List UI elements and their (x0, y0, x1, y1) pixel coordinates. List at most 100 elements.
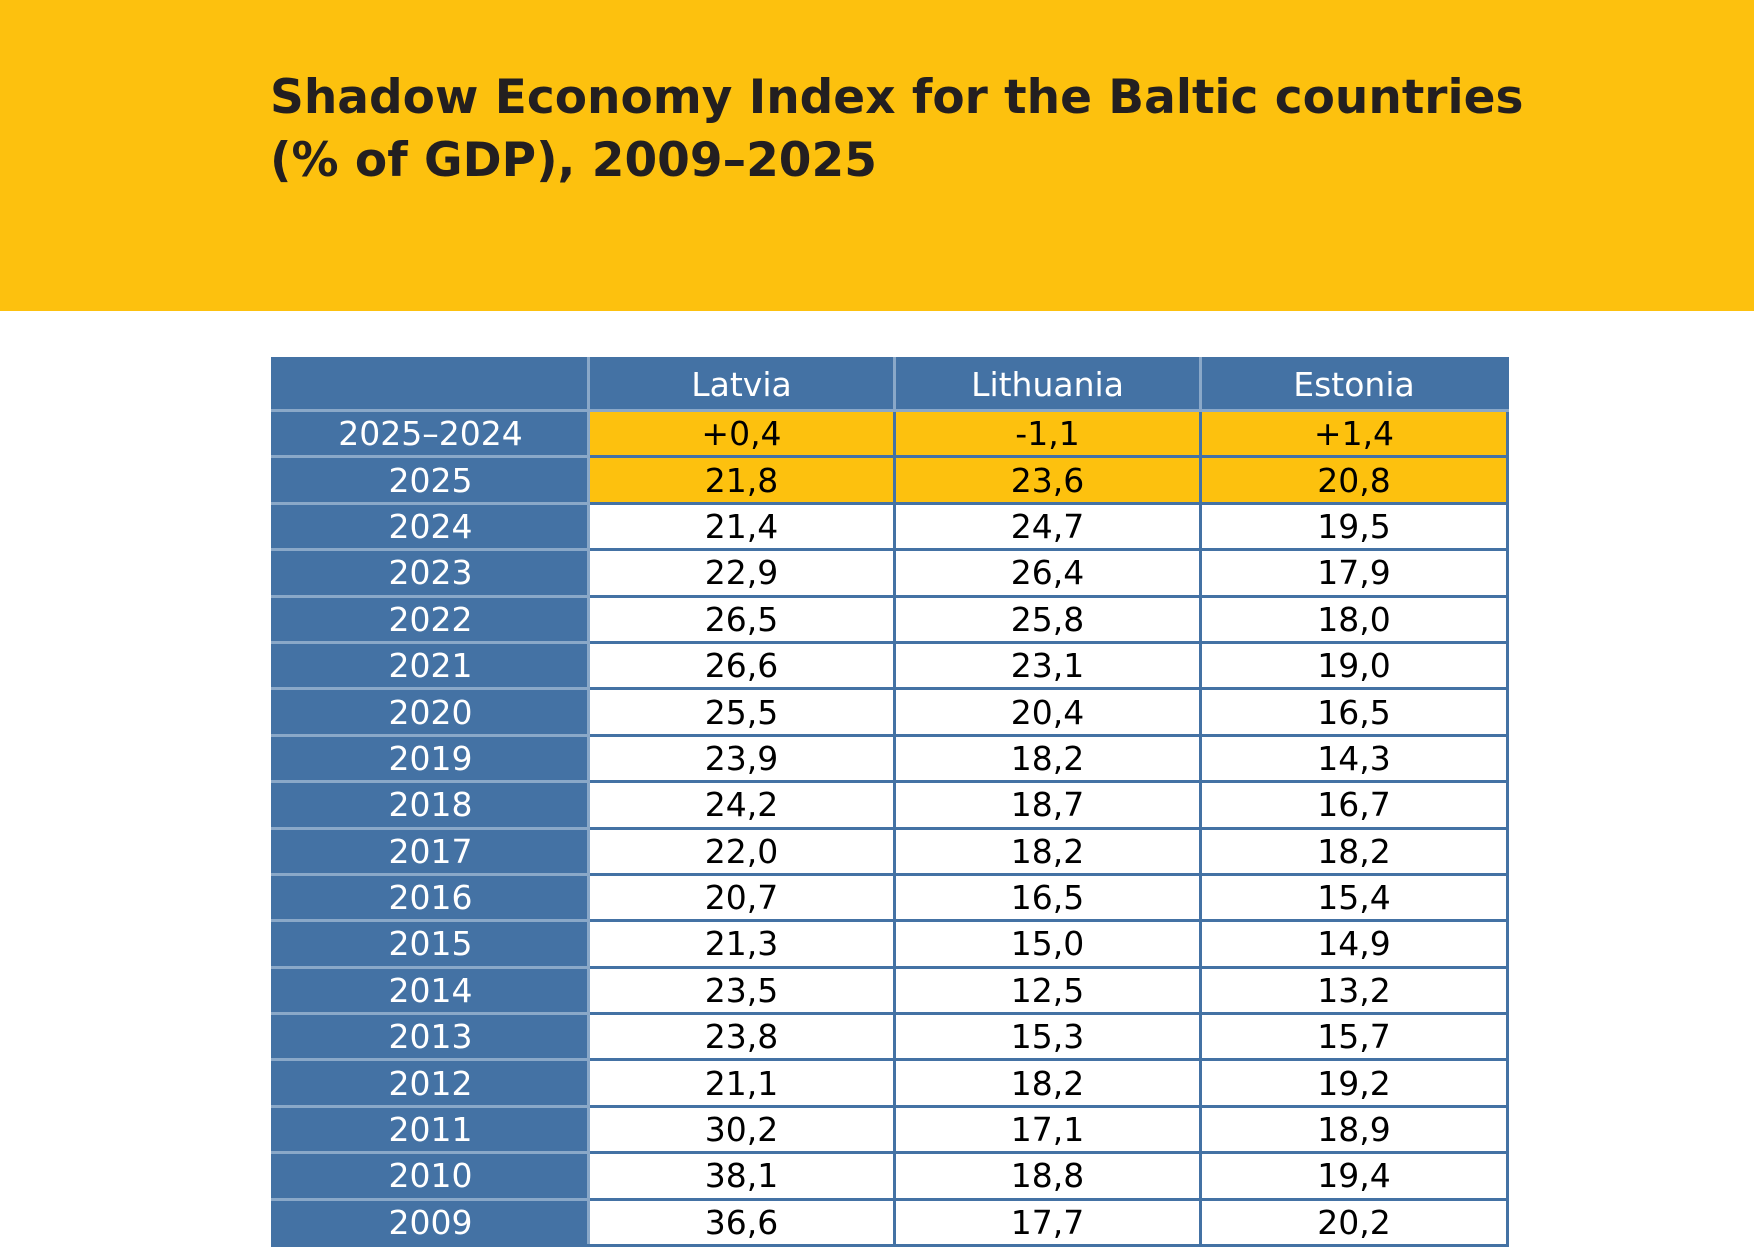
table-row: 2021 26,6 23,1 19,0 (271, 640, 1509, 691)
row-label: 2024 (271, 501, 590, 552)
value-cell-latvia: 21,8 (587, 455, 896, 505)
value-cell-estonia: 20,8 (1199, 455, 1509, 505)
table-row: 2020 25,5 20,4 16,5 (271, 687, 1509, 737)
row-label: 2015 (271, 919, 590, 969)
value-cell-latvia: 25,5 (587, 687, 896, 737)
header-row: Latvia Lithuania Estonia (271, 357, 1509, 412)
value-cell-latvia: +0,4 (587, 408, 896, 459)
table-row: 2012 21,1 18,2 19,2 (271, 1058, 1509, 1108)
value-cell-estonia: 18,9 (1199, 1104, 1509, 1155)
value-cell-lithuania: 23,6 (893, 455, 1202, 505)
value-cell-lithuania: 15,0 (893, 919, 1202, 969)
row-label: 2016 (271, 872, 590, 923)
row-label: 2020 (271, 687, 590, 737)
value-cell-lithuania: 17,7 (893, 1197, 1202, 1247)
table-row: 2018 24,2 18,7 16,7 (271, 780, 1509, 830)
table-row-highlighted: 2025 21,8 23,6 20,8 (271, 455, 1509, 505)
row-label: 2009 (271, 1197, 590, 1247)
table-row-highlighted: 2025–2024 +0,4 -1,1 +1,4 (271, 408, 1509, 459)
shadow-economy-table: Latvia Lithuania Estonia 2025–2024 +0,4 -1,1… (271, 357, 1509, 1247)
table-row: 2015 21,3 15,0 14,9 (271, 919, 1509, 969)
value-cell-latvia: 36,6 (587, 1197, 896, 1247)
title-line-1: Shadow Economy Index for the Baltic coun… (270, 70, 1524, 125)
title-line-2: (% of GDP), 2009–2025 (270, 133, 877, 188)
row-label: 2021 (271, 640, 590, 691)
value-cell-lithuania: 18,8 (893, 1151, 1202, 1201)
value-cell-estonia: 20,2 (1199, 1197, 1509, 1247)
value-cell-lithuania: 18,2 (893, 733, 1202, 784)
value-cell-latvia: 21,4 (587, 501, 896, 552)
column-header-lithuania: Lithuania (893, 357, 1202, 412)
table-body: 2025–2024 +0,4 -1,1 +1,4 2025 21,8 23,6 20,8 202… (271, 408, 1509, 1247)
table-row: 2022 26,5 25,8 18,0 (271, 594, 1509, 644)
value-cell-latvia: 22,0 (587, 826, 896, 876)
table-row: 2009 36,6 17,7 20,2 (271, 1197, 1509, 1247)
value-cell-estonia: 19,0 (1199, 640, 1509, 691)
value-cell-lithuania: 17,1 (893, 1104, 1202, 1155)
value-cell-estonia: 14,3 (1199, 733, 1509, 784)
value-cell-lithuania: 18,2 (893, 1058, 1202, 1108)
row-label: 2019 (271, 733, 590, 784)
value-cell-estonia: 18,2 (1199, 826, 1509, 876)
header-corner-cell (271, 357, 590, 412)
value-cell-estonia: 13,2 (1199, 965, 1509, 1016)
page-title: Shadow Economy Index for the Baltic coun… (270, 66, 1570, 192)
row-label: 2017 (271, 826, 590, 876)
value-cell-latvia: 26,6 (587, 640, 896, 691)
row-label: 2010 (271, 1151, 590, 1201)
row-label: 2025–2024 (271, 408, 590, 459)
column-header-estonia: Estonia (1199, 357, 1509, 412)
row-label: 2023 (271, 548, 590, 598)
value-cell-estonia: +1,4 (1199, 408, 1509, 459)
row-label: 2025 (271, 455, 590, 505)
value-cell-latvia: 22,9 (587, 548, 896, 598)
table-row: 2023 22,9 26,4 17,9 (271, 548, 1509, 598)
value-cell-latvia: 26,5 (587, 594, 896, 644)
value-cell-lithuania: 15,3 (893, 1012, 1202, 1062)
value-cell-estonia: 17,9 (1199, 548, 1509, 598)
row-label: 2013 (271, 1012, 590, 1062)
value-cell-estonia: 15,4 (1199, 872, 1509, 923)
value-cell-lithuania: 18,2 (893, 826, 1202, 876)
value-cell-lithuania: 12,5 (893, 965, 1202, 1016)
row-label: 2022 (271, 594, 590, 644)
value-cell-lithuania: 26,4 (893, 548, 1202, 598)
value-cell-estonia: 16,7 (1199, 780, 1509, 830)
value-cell-estonia: 16,5 (1199, 687, 1509, 737)
row-label: 2012 (271, 1058, 590, 1108)
value-cell-latvia: 23,5 (587, 965, 896, 1016)
value-cell-latvia: 23,9 (587, 733, 896, 784)
table-row: 2010 38,1 18,8 19,4 (271, 1151, 1509, 1201)
column-header-latvia: Latvia (587, 357, 896, 412)
value-cell-latvia: 21,1 (587, 1058, 896, 1108)
value-cell-estonia: 15,7 (1199, 1012, 1509, 1062)
value-cell-latvia: 38,1 (587, 1151, 896, 1201)
title-banner (0, 0, 1754, 311)
table-header: Latvia Lithuania Estonia (271, 357, 1509, 412)
value-cell-latvia: 24,2 (587, 780, 896, 830)
value-cell-estonia: 19,2 (1199, 1058, 1509, 1108)
table-row: 2024 21,4 24,7 19,5 (271, 501, 1509, 552)
value-cell-estonia: 18,0 (1199, 594, 1509, 644)
value-cell-estonia: 19,5 (1199, 501, 1509, 552)
value-cell-lithuania: 24,7 (893, 501, 1202, 552)
value-cell-estonia: 14,9 (1199, 919, 1509, 969)
table-row: 2016 20,7 16,5 15,4 (271, 872, 1509, 923)
value-cell-lithuania: 16,5 (893, 872, 1202, 923)
row-label: 2014 (271, 965, 590, 1016)
value-cell-lithuania: 23,1 (893, 640, 1202, 691)
value-cell-lithuania: 25,8 (893, 594, 1202, 644)
value-cell-estonia: 19,4 (1199, 1151, 1509, 1201)
table-row: 2014 23,5 12,5 13,2 (271, 965, 1509, 1016)
row-label: 2011 (271, 1104, 590, 1155)
row-label: 2018 (271, 780, 590, 830)
table-row: 2013 23,8 15,3 15,7 (271, 1012, 1509, 1062)
value-cell-lithuania: 18,7 (893, 780, 1202, 830)
value-cell-latvia: 21,3 (587, 919, 896, 969)
value-cell-latvia: 23,8 (587, 1012, 896, 1062)
value-cell-latvia: 20,7 (587, 872, 896, 923)
table-row: 2011 30,2 17,1 18,9 (271, 1104, 1509, 1155)
value-cell-latvia: 30,2 (587, 1104, 896, 1155)
table-row: 2019 23,9 18,2 14,3 (271, 733, 1509, 784)
value-cell-lithuania: -1,1 (893, 408, 1202, 459)
